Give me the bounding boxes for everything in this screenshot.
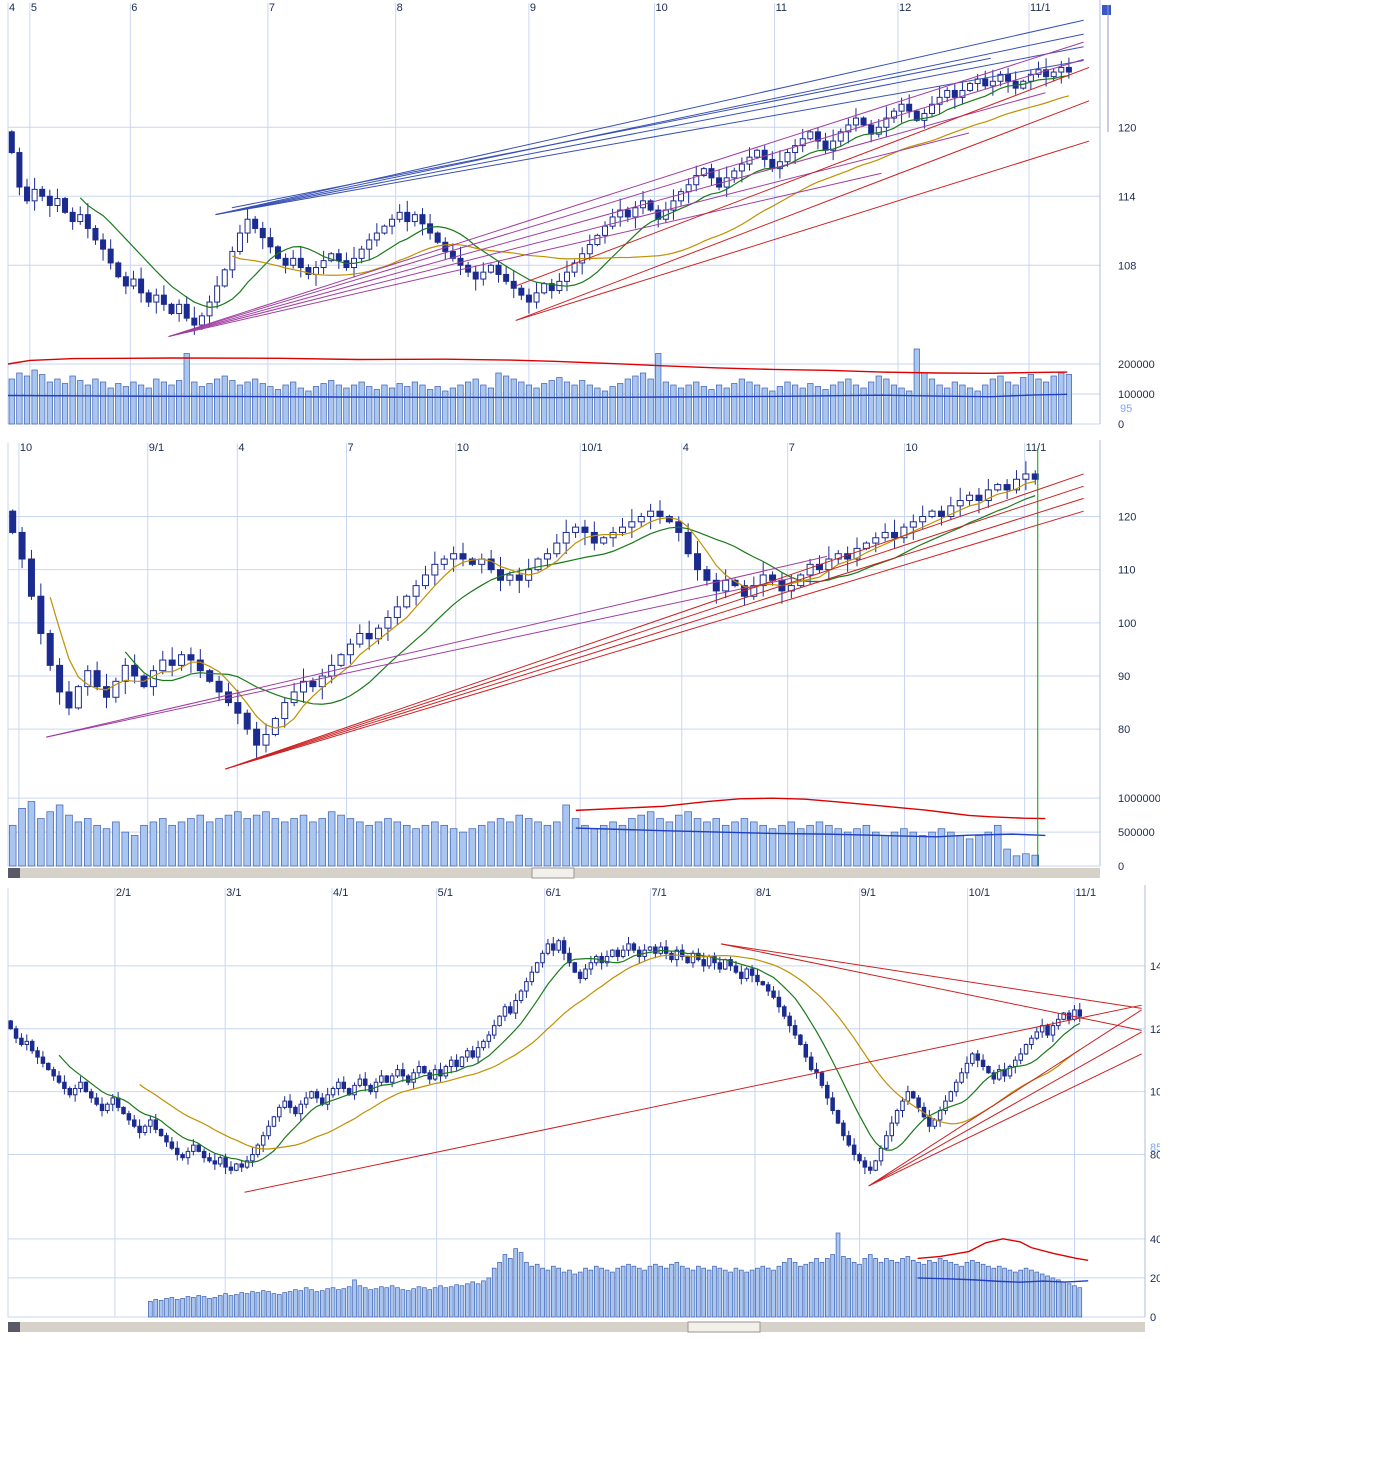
svg-text:11/1: 11/1 [1030,2,1051,14]
axis-labels: 4 5 6 7 8 9 10 11 12 11/1 120 114 108 200000 100000 0 [9,2,1155,431]
candles-group [8,936,1083,1175]
moving-average-line [232,95,1070,276]
volume-ma-line [575,797,1046,820]
top-chart-canvas[interactable]: 4 5 6 7 8 9 10 11 12 11/1 120 114 108 200000 100000 0 95 [0,0,1160,432]
svg-text:114: 114 [1118,191,1136,203]
svg-text:11/1: 11/1 [1026,442,1047,454]
bottom-chart-canvas[interactable]: 2/1 3/1 4/1 5/1 6/1 7/1 8/1 9/1 10/1 11/1 140 120 10… [0,885,1160,1335]
horizontal-scrollbar-track[interactable] [8,1322,1145,1332]
svg-text:7: 7 [269,2,275,14]
svg-text:2/1: 2/1 [116,887,131,899]
svg-text:5/1: 5/1 [438,887,453,899]
svg-text:120: 120 [1118,511,1136,523]
volume-bars [8,801,1039,867]
bottom-chart-panel: 2/1 3/1 4/1 5/1 6/1 7/1 8/1 9/1 10/1 11/1 140 120 10… [0,885,1160,1335]
svg-text:8: 8 [397,2,403,14]
svg-text:3/1: 3/1 [226,887,241,899]
svg-text:4/1: 4/1 [333,887,348,899]
svg-text:120: 120 [1118,122,1136,134]
svg-text:7: 7 [789,442,795,454]
svg-text:9: 9 [530,2,536,14]
svg-text:11: 11 [776,2,787,14]
svg-text:10/1: 10/1 [581,442,602,454]
middle-chart-canvas[interactable]: 10 9/1 4 7 10 10/1 4 7 10 11/1 120 110 100 90 80 100000… [0,440,1160,880]
svg-text:100: 100 [1118,618,1136,630]
svg-text:9/1: 9/1 [861,887,876,899]
svg-text:4: 4 [683,442,689,454]
svg-text:0: 0 [1150,1312,1156,1324]
svg-text:11/1: 11/1 [1076,887,1097,899]
svg-text:5: 5 [31,2,37,14]
svg-text:100000: 100000 [1118,389,1155,401]
svg-text:6/1: 6/1 [546,887,561,899]
moving-average-line [49,480,1036,729]
moving-average-line [79,75,1069,308]
svg-text:200万: 200万 [1150,1273,1160,1285]
svg-text:7: 7 [348,442,354,454]
svg-text:12: 12 [899,2,911,14]
svg-text:4: 4 [9,2,15,14]
svg-text:120: 120 [1150,1024,1160,1036]
scrollbar-left-button[interactable] [8,1322,20,1332]
svg-text:500000: 500000 [1118,827,1155,839]
trendlines-group [168,19,1090,338]
svg-text:140: 140 [1150,961,1160,973]
axis-labels: 2/1 3/1 4/1 5/1 6/1 7/1 8/1 9/1 10/1 11/1 140 120 10… [116,887,1160,1324]
svg-text:80: 80 [1118,724,1130,736]
svg-text:10: 10 [20,442,32,454]
volume-ma-line [7,393,1068,399]
volume-ma-line [575,827,1046,838]
value-label: 95 [1120,403,1132,415]
svg-text:0: 0 [1118,419,1124,431]
svg-text:400万: 400万 [1150,1234,1160,1246]
volume-bars [8,348,1072,425]
horizontal-scrollbar-thumb[interactable] [687,1321,761,1333]
corner-marker [1102,5,1111,15]
trendlines-group [244,943,1142,1193]
svg-text:108: 108 [1118,260,1136,272]
svg-text:80: 80 [1150,1150,1160,1162]
svg-text:0: 0 [1118,861,1124,873]
volume-ma-line [917,1277,1089,1283]
moving-average-line [124,495,1036,705]
svg-text:10/1: 10/1 [969,887,990,899]
volume-ma-line [917,1238,1089,1262]
top-chart-panel: 4 5 6 7 8 9 10 11 12 11/1 120 114 108 200000 100000 0 95 [0,0,1160,432]
volume-bars [148,1232,1083,1318]
trendlines-group [46,473,1084,770]
svg-text:8/1: 8/1 [756,887,771,899]
moving-average-line [139,954,1081,1150]
moving-average-line [58,949,1081,1164]
horizontal-scrollbar-thumb[interactable] [531,867,575,879]
candles-group [9,461,1039,758]
middle-chart-panel: 10 9/1 4 7 10 10/1 4 7 10 11/1 120 110 100 90 80 100000… [0,440,1160,880]
svg-text:90: 90 [1118,671,1130,683]
svg-text:10: 10 [655,2,667,14]
value-label: 85 [1150,1142,1160,1154]
svg-text:1000000: 1000000 [1118,793,1160,805]
volume-ma-line [7,357,1068,375]
svg-text:6: 6 [131,2,137,14]
svg-text:7/1: 7/1 [651,887,666,899]
svg-text:9/1: 9/1 [149,442,164,454]
svg-text:200000: 200000 [1118,359,1155,371]
svg-text:10: 10 [457,442,469,454]
svg-text:4: 4 [238,442,244,454]
svg-text:100: 100 [1150,1087,1160,1099]
svg-text:110: 110 [1118,565,1136,577]
axis-labels: 10 9/1 4 7 10 10/1 4 7 10 11/1 120 110 100 90 80 100000… [20,442,1160,873]
svg-text:10: 10 [906,442,918,454]
scrollbar-left-button[interactable] [8,868,20,878]
